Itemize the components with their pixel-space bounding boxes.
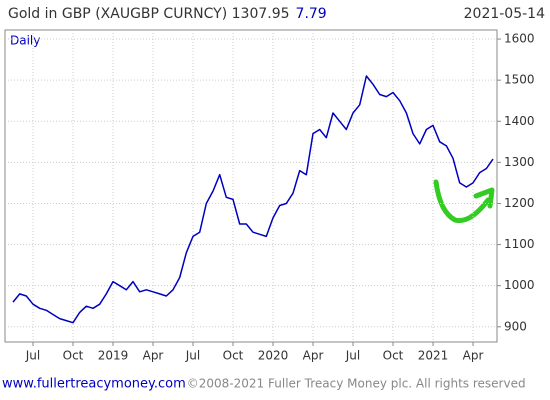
chart-title: Gold in GBP (XAUGBP CURNCY) 1307.95 [8,6,290,22]
x-tick-label: Apr [303,349,324,363]
x-tick-label: Oct [383,349,404,363]
x-tick-label: Jul [345,349,360,363]
y-tick-label: 1600 [504,32,535,46]
y-tick-label: 1200 [504,196,535,210]
chart-subtitle: Daily [10,34,40,48]
x-tick-label: Apr [463,349,484,363]
footer-link[interactable]: www.fullertreacymoney.com [2,377,186,392]
x-tick-label: Jul [185,349,200,363]
y-tick-label: 1400 [504,114,535,128]
annotation-arrowhead [473,187,495,209]
y-tick-label: 900 [504,319,527,333]
annotation-arrow [433,179,491,224]
footer-note: ©2008-2021 Fuller Treacy Money plc. All … [187,377,526,391]
y-tick-label: 1000 [504,278,535,292]
price-change: 7.79 [296,6,327,22]
chart-date: 2021-05-14 [464,6,545,22]
x-tick-label: Oct [223,349,244,363]
x-tick-label: Jul [25,349,40,363]
y-tick-label: 1100 [504,237,535,251]
y-tick-label: 1300 [504,155,535,169]
x-tick-label: Oct [63,349,84,363]
x-tick-label: Apr [143,349,164,363]
x-tick-label: 2020 [258,349,289,363]
plot-frame [4,29,498,343]
x-tick-label: 2019 [98,349,129,363]
footer-link-text[interactable]: www.fullertreacymoney.com [2,377,186,392]
x-tick-label: 2021 [418,349,449,363]
y-tick-label: 1500 [504,73,535,87]
price-line [12,75,494,324]
